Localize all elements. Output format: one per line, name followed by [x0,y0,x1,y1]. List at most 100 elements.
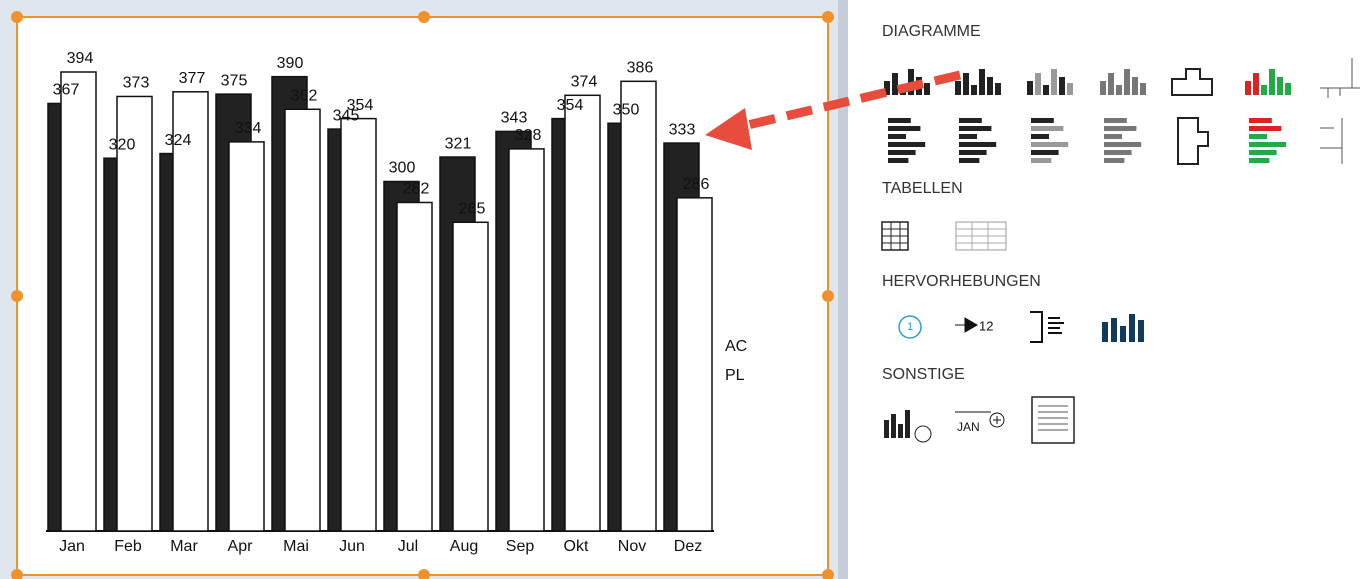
value-label: 350 [613,101,640,118]
bar-pl [173,92,208,531]
chart-type-icon[interactable] [1172,69,1212,164]
value-label: 343 [501,110,528,127]
icon-hbar [1104,142,1141,147]
value-label: 265 [459,201,486,218]
chart-type-icon[interactable] [1027,69,1073,163]
icon-bar [1067,83,1073,95]
value-label: 394 [67,50,94,67]
icon-arrow[interactable] [955,318,977,332]
icon-hbar [888,158,908,163]
icon-text: JAN [957,420,980,434]
icon-hbar [1249,158,1269,163]
value-label: 374 [571,74,598,91]
icon-bar [1277,77,1283,95]
icon-text: 12 [979,318,993,333]
icon-hbar [1104,126,1136,131]
icon-hbar [888,134,906,139]
icon-hbar [1031,118,1054,123]
icon-hbar [959,118,982,123]
icon-hbar [1249,150,1277,155]
icon-bar [1261,85,1267,95]
icon-bar [1140,83,1146,95]
icon-hbar [888,150,916,155]
icon-bar [1100,81,1106,95]
value-label: 320 [109,136,136,153]
x-tick-label: Dez [674,538,702,555]
icon-bar [892,73,898,95]
panel: DIAGRAMME TABELLEN HERVORHEBUNGEN SONSTI… [882,23,1360,443]
icon-bar [1051,69,1057,95]
icon-bar [1253,73,1259,95]
icon-hbar [959,150,987,155]
icon-hbar [1031,126,1063,131]
chart-type-icon[interactable] [1320,58,1360,164]
icon-bar [1285,83,1291,95]
icon-hbar [959,134,977,139]
icon-bar [979,69,985,95]
icon-hbar [888,126,920,131]
icon-bar [1043,85,1049,95]
icon-bars-blue[interactable] [1102,314,1144,342]
icon-bar [987,77,993,95]
value-label: 300 [389,160,416,177]
icon-hbar [888,142,925,147]
table-icons[interactable] [882,222,1006,250]
icon-hbar [959,142,996,147]
value-label: 367 [53,82,80,99]
icon-hbar [959,126,991,131]
icon-hbar [888,118,911,123]
chart-type-icon[interactable] [1245,69,1291,163]
icon-bar [955,81,961,95]
bar-pl [509,149,544,531]
value-label: 286 [683,176,710,193]
bar-pl [229,142,264,531]
value-label: 386 [627,60,654,77]
x-tick-label: Jun [339,538,365,555]
bar-pl [397,202,432,531]
value-label: 282 [403,181,430,198]
icon-bar [1132,77,1138,95]
section-title: HERVORHEBUNGEN [882,273,1041,290]
icon-bars-edit[interactable] [884,410,931,442]
value-label: 354 [557,97,584,114]
splitter [838,0,848,579]
value-label: 373 [123,75,150,92]
icon-hbar [1249,118,1272,123]
value-label: 334 [235,120,262,137]
icon-hbar [1031,134,1049,139]
icon-bar [1269,69,1275,95]
value-label: 362 [291,87,318,104]
x-tick-label: Sep [506,538,535,555]
legend-label: PL [725,367,745,384]
icon-text: 1 [907,321,913,333]
icon-bar [1108,73,1114,95]
icon-bracket[interactable] [1030,312,1064,342]
value-label: 321 [445,135,472,152]
x-tick-label: Jan [59,538,85,555]
icon-hbar [1104,134,1122,139]
icon-bar [1035,73,1041,95]
chart-type-icon[interactable] [1100,69,1146,163]
x-tick-label: Aug [450,538,478,555]
section-title: TABELLEN [882,180,963,197]
icon-hbar [1249,142,1286,147]
icon-bar [1027,81,1033,95]
bar-pl [453,222,488,531]
bar-pl [677,198,712,531]
x-tick-label: Nov [618,538,646,555]
icon-bar [1059,77,1065,95]
icon-bar [924,83,930,95]
icon-hbar [1104,118,1127,123]
icon-hbar [1031,158,1051,163]
icon-bar [1124,69,1130,95]
value-label: 328 [515,127,542,144]
icon-document[interactable] [1032,397,1074,443]
icon-hbar [1031,150,1059,155]
icon-hbar [1104,150,1132,155]
bar-pl [61,72,96,531]
chart-type-icon[interactable] [955,69,1001,163]
screen: 367394Jan320373Feb324377Mar375334Apr3903… [0,0,1364,579]
icon-bar [1116,85,1122,95]
value-label: 375 [221,72,248,89]
x-tick-label: Jul [398,538,418,555]
